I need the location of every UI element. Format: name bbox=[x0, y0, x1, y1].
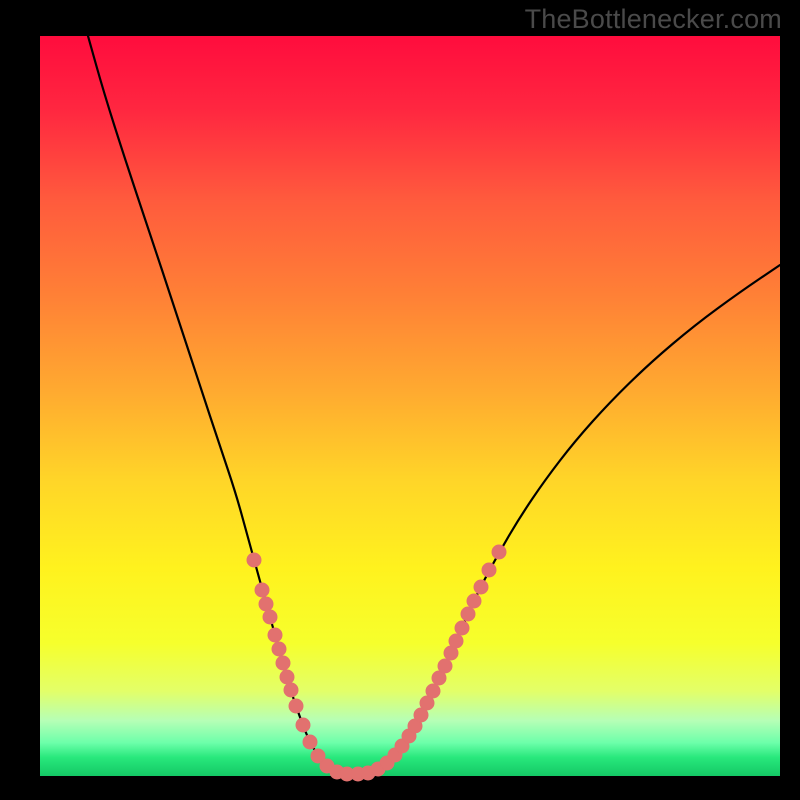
watermark-text: TheBottlenecker.com bbox=[525, 4, 782, 35]
gradient-plot-area bbox=[40, 36, 780, 776]
